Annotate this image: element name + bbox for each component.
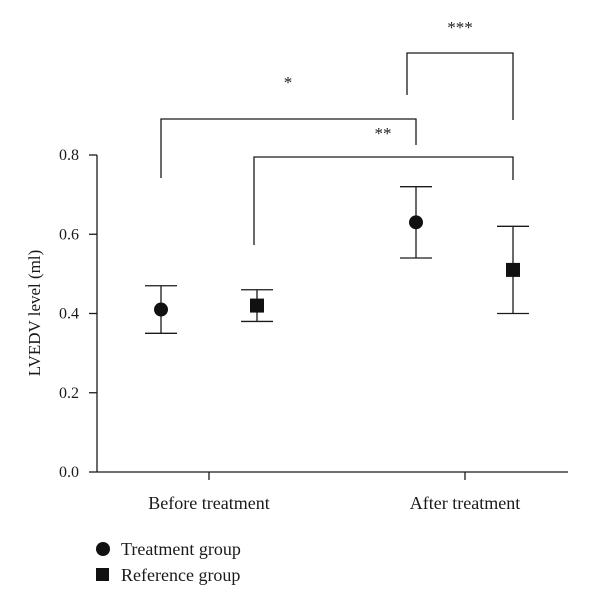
significance-brackets: * ** *** [160,18,514,245]
legend-label-reference: Reference group [121,565,240,585]
data-point-series-1-cat-0 [250,298,264,313]
significance-bracket-3 [406,52,514,120]
data-point-series-1-cat-1 [506,262,520,277]
y-tick-label-4: 0.8 [59,147,79,164]
legend-marker-square-icon [96,568,109,581]
data-point-series-0-cat-0 [154,302,168,317]
legend-marker-circle-icon [96,542,110,556]
data-marks [145,186,529,334]
x-category-label-after: After treatment [410,493,520,513]
significance-label-3: *** [447,18,473,37]
y-tick-label-1: 0.2 [59,385,79,402]
significance-bracket-2 [253,156,514,245]
significance-bracket-1 [160,118,417,178]
y-tick-label-2: 0.4 [59,306,79,323]
y-ticks: 0.0 0.2 0.4 0.6 0.8 [59,147,97,481]
y-tick-label-0: 0.0 [59,464,79,481]
y-axis-label: LVEDV level (ml) [25,250,44,377]
y-tick-label-3: 0.6 [59,226,79,243]
legend: Treatment group Reference group [96,539,241,585]
x-category-label-before: Before treatment [148,493,269,513]
significance-label-2: ** [375,124,392,143]
significance-label-1: * [284,73,293,92]
data-point-series-0-cat-1 [409,215,423,230]
legend-label-treatment: Treatment group [121,539,241,559]
